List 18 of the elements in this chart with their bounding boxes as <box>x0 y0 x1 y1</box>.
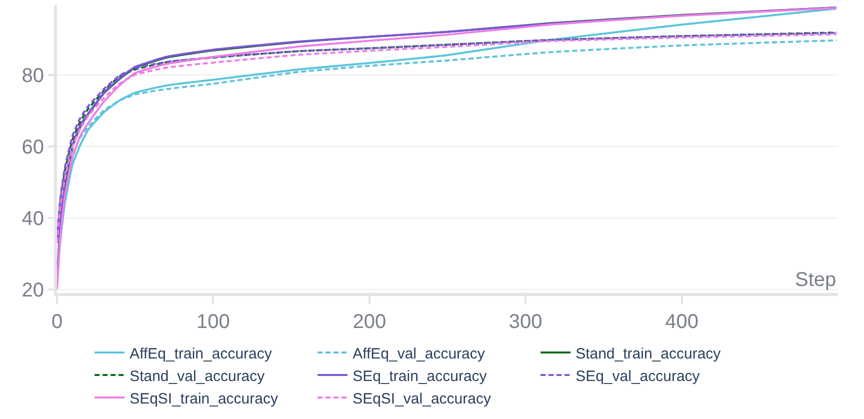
x-tick-label: 300 <box>508 311 542 333</box>
legend-label: AffEq_val_accuracy <box>352 345 486 362</box>
x-tick-label: 400 <box>665 311 698 333</box>
y-tick-label: 60 <box>22 136 44 158</box>
legend-label: SEqSI_val_accuracy <box>352 390 492 408</box>
legend-label: SEqSI_train_accuracy <box>130 390 278 408</box>
y-tick-label: 20 <box>22 279 44 302</box>
legend-label: SEq_val_accuracy <box>576 368 700 385</box>
y-tick-label: 80 <box>22 64 44 87</box>
legend-label: AffEq_train_accuracy <box>130 345 272 362</box>
x-axis-title: Step <box>795 269 836 291</box>
legend-label: SEq_train_accuracy <box>352 368 488 385</box>
legend-label: Stand_train_accuracy <box>576 345 722 362</box>
legend-label: Stand_val_accuracy <box>130 368 266 385</box>
x-tick-label: 200 <box>352 311 386 333</box>
y-tick-label: 40 <box>22 208 44 230</box>
x-tick-label: 100 <box>196 311 230 333</box>
x-tick-label: 0 <box>51 311 63 333</box>
